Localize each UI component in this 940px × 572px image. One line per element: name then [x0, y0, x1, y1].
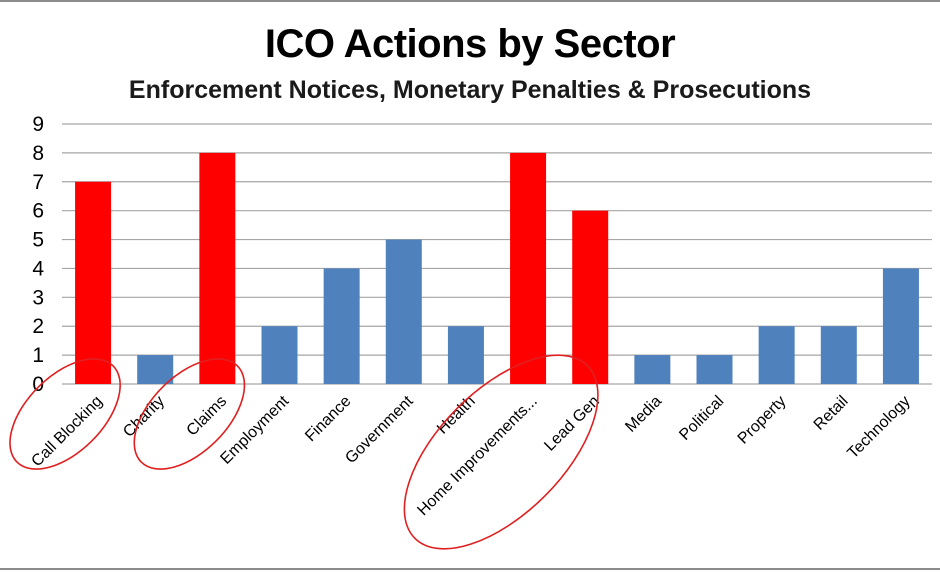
- y-tick-label: 4: [32, 257, 44, 280]
- annotation-circle: [133, 358, 246, 470]
- chart-subtitle: Enforcement Notices, Monetary Penalties …: [128, 76, 812, 104]
- y-tick-label: 7: [32, 171, 44, 194]
- y-axis-ticks: 0 1 2 3 4 5 6 7 8 9: [32, 113, 44, 396]
- bar-media: [634, 355, 671, 384]
- annotations: [9, 354, 599, 550]
- x-tick-label: Technology: [844, 393, 913, 462]
- bar-health: [447, 326, 484, 384]
- x-tick-label: Retail: [811, 393, 852, 434]
- bar-retail: [820, 326, 857, 384]
- y-tick-label: 2: [32, 315, 44, 338]
- x-tick-label: Charity: [120, 393, 168, 441]
- x-tick-label: Health: [434, 393, 479, 438]
- chart-title: ICO Actions by Sector: [264, 22, 676, 66]
- y-tick-label: 5: [32, 229, 44, 252]
- x-tick-label: Lead Gen: [541, 393, 603, 455]
- y-tick-label: 6: [32, 200, 44, 223]
- x-tick-label: Finance: [302, 393, 354, 445]
- bar-finance: [323, 268, 360, 384]
- y-tick-label: 1: [32, 344, 44, 367]
- bar-charity: [137, 355, 174, 384]
- x-tick-label: Government: [342, 392, 417, 467]
- gridlines: [62, 123, 932, 385]
- x-tick-label: Media: [622, 393, 665, 436]
- x-tick-label: Call Blocking: [28, 393, 105, 470]
- bars: [75, 152, 919, 384]
- x-tick-label: Home Improvements...: [414, 393, 540, 519]
- y-tick-label: 0: [32, 373, 44, 396]
- y-tick-label: 9: [32, 113, 44, 136]
- y-tick-label: 3: [32, 286, 44, 309]
- annotation-circle: [9, 358, 121, 470]
- bar-technology: [882, 268, 919, 384]
- bar-government: [385, 239, 422, 384]
- y-tick-label: 8: [32, 142, 44, 165]
- bar-lead-gen: [572, 210, 609, 384]
- bar-call-blocking: [75, 181, 112, 384]
- bar-employment: [261, 326, 298, 384]
- bar-political: [696, 355, 733, 384]
- bar-home-improvements: [510, 152, 547, 384]
- bar-claims: [199, 152, 236, 384]
- x-tick-label: Political: [676, 393, 727, 444]
- x-tick-label: Property: [735, 393, 790, 448]
- bar-property: [758, 326, 795, 384]
- annotation-circle: [403, 354, 599, 550]
